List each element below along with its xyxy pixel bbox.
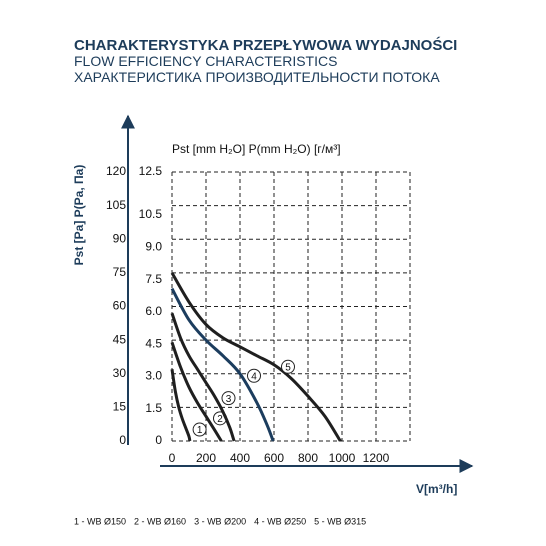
- curve-marker: [281, 359, 295, 374]
- y2-tick-label: 1.5: [145, 401, 162, 415]
- curve-label: 1: [197, 425, 203, 436]
- curve: [170, 287, 275, 442]
- curve: [170, 369, 192, 442]
- curve-marker: [221, 391, 236, 406]
- curve-marker: [247, 368, 261, 383]
- y-tick-label: 0: [119, 433, 126, 447]
- x-axis-label: V[m³/h]: [416, 482, 457, 496]
- y2-tick-label: 12.5: [139, 164, 163, 178]
- y-tick-label: 60: [113, 299, 127, 313]
- curve-label: 3: [226, 394, 232, 405]
- curve-label: 2: [217, 414, 223, 425]
- y-axis-label: Pst [Pa] P(Pa, Па): [72, 165, 86, 266]
- x-tick-label: 400: [230, 451, 250, 465]
- title-line: ХАРАКТЕРИСТИКА ПРОИЗВОДИТЕЛЬНОСТИ ПОТОКА: [74, 69, 440, 85]
- x-tick-label: 600: [264, 451, 284, 465]
- legend-entry: 4 - WB Ø250: [254, 516, 306, 526]
- curve: [170, 272, 342, 442]
- x-tick-label: 200: [196, 451, 216, 465]
- y-tick-label: 105: [106, 198, 126, 212]
- curve-label: 5: [285, 362, 291, 373]
- y2-tick-label: 4.5: [145, 336, 162, 350]
- curve-label: 4: [251, 371, 257, 382]
- y2-axis-label: Pst [mm H₂O] P(mm H₂O) [г/м³]: [172, 142, 341, 156]
- x-tick-label: 0: [169, 451, 176, 465]
- y-tick-label: 75: [113, 265, 127, 279]
- legend-entry: 2 - WB Ø160: [134, 516, 186, 526]
- y2-tick-label: 7.5: [145, 272, 162, 286]
- legend-entry: 3 - WB Ø200: [194, 516, 246, 526]
- y2-tick-label: 9.0: [145, 239, 162, 253]
- curve: [170, 312, 236, 442]
- y2-tick-label: 0: [155, 433, 162, 447]
- x-tick-label: 800: [298, 451, 318, 465]
- y-tick-label: 120: [106, 164, 126, 178]
- legend-entry: 1 - WB Ø150: [74, 516, 126, 526]
- y2-tick-label: 6.0: [145, 304, 162, 318]
- x-tick-label: 1000: [329, 451, 356, 465]
- title-line: CHARAKTERYSTYKA PRZEPŁYWOWA WYDAJNOŚCI: [74, 36, 457, 54]
- curve-marker: [192, 422, 207, 437]
- x-tick-label: 1200: [363, 451, 390, 465]
- legend-entry: 5 - WB Ø315: [314, 516, 366, 526]
- y-tick-label: 30: [113, 366, 127, 380]
- curve: [170, 341, 223, 442]
- y-tick-label: 90: [113, 231, 127, 245]
- y2-tick-label: 10.5: [139, 207, 163, 221]
- title-line: FLOW EFFICIENCY CHARACTERISTICS: [74, 53, 337, 69]
- y-tick-label: 15: [113, 400, 127, 414]
- y2-tick-label: 3.0: [145, 369, 162, 383]
- y-tick-label: 45: [113, 332, 127, 346]
